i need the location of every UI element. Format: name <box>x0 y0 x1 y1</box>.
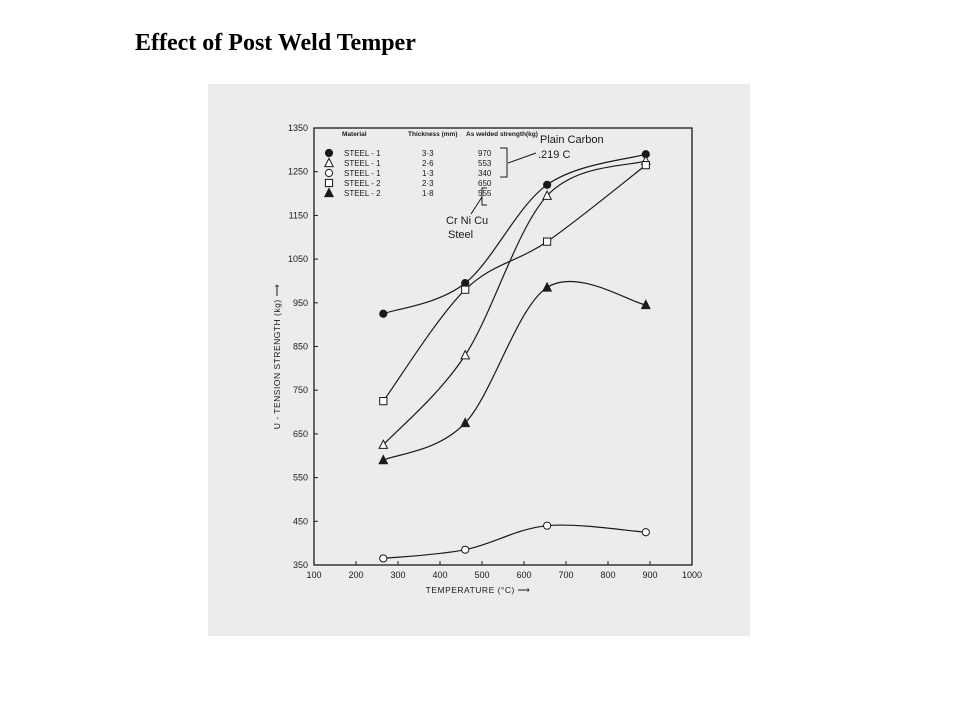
legend-row: STEEL - 1 2·6 553 <box>323 157 492 168</box>
legend-material: STEEL - 1 <box>344 149 381 158</box>
data-point <box>460 349 471 360</box>
legend-marker <box>324 168 334 178</box>
legend-thickness: 2·3 <box>422 179 434 188</box>
x-tick-label: 300 <box>390 570 405 580</box>
slide-title: Effect of Post Weld Temper <box>135 30 416 56</box>
legend-header-strength: As welded strength(kg) <box>466 131 538 138</box>
series-line <box>382 160 646 446</box>
data-point <box>461 285 470 294</box>
data-point <box>640 299 651 310</box>
annotation-leader <box>470 196 483 215</box>
y-tick-label: 450 <box>293 516 308 526</box>
legend-material: STEEL - 2 <box>344 179 381 188</box>
legend-header-material: Material <box>342 131 367 138</box>
data-point <box>461 545 470 554</box>
annotation-leader <box>507 152 537 164</box>
legend-thickness: 1·3 <box>422 169 434 178</box>
y-tick-label: 850 <box>293 342 308 352</box>
x-tick-label: 700 <box>558 570 573 580</box>
legend-marker <box>323 187 335 198</box>
chart-annotations: Plain Carbon .219 C Cr Ni Cu Steel <box>446 134 604 241</box>
legend-thickness: 1·8 <box>422 189 434 198</box>
series-filled-triangle <box>378 281 651 465</box>
y-tick-label: 750 <box>293 385 308 395</box>
series-line <box>383 524 646 560</box>
x-tick-label: 100 <box>306 570 321 580</box>
legend-strength: 340 <box>478 169 492 178</box>
x-tick-label: 200 <box>348 570 363 580</box>
legend-strength: 553 <box>478 159 492 168</box>
annotation-plain-carbon: Plain Carbon <box>540 134 604 146</box>
legend-strength: 555 <box>478 189 492 198</box>
legend-marker <box>323 157 335 168</box>
x-tick-label: 600 <box>516 570 531 580</box>
data-point <box>460 417 471 428</box>
legend-header-thickness: Thickness (mm) <box>408 131 458 138</box>
legend-marker <box>324 178 334 188</box>
data-point <box>542 190 553 200</box>
y-axis-label: U - TENSION STRENGTH (kg) ⟶ <box>272 283 282 429</box>
annotation-cr-ni-cu: Cr Ni Cu <box>446 215 488 227</box>
legend-row: STEEL - 2 1·8 555 <box>323 187 492 198</box>
x-tick-label: 500 <box>474 570 489 580</box>
data-point <box>378 454 389 465</box>
legend-material: STEEL - 1 <box>344 169 381 178</box>
series-filled-circle <box>379 150 650 318</box>
y-tick-label: 1250 <box>288 167 308 177</box>
data-point <box>543 180 552 189</box>
y-tick-label: 550 <box>293 473 308 483</box>
y-tick-label: 1150 <box>289 210 308 220</box>
data-point <box>379 397 388 406</box>
y-tick-label: 1350 <box>288 123 308 133</box>
legend-bracket-cr-ni-cu <box>481 187 487 206</box>
legend-material: STEEL - 2 <box>344 189 381 198</box>
chart-ticks: 100 200 300 400 500 600 700 800 900 1000 350 450 550… <box>288 123 702 580</box>
y-tick-label: 950 <box>293 298 308 308</box>
data-point <box>542 281 553 292</box>
x-tick-label: 800 <box>600 570 615 580</box>
y-tick-label: 350 <box>293 560 308 570</box>
scanned-figure-background <box>208 84 750 636</box>
legend-thickness: 2·6 <box>422 159 434 168</box>
legend-row: STEEL - 2 2·3 650 <box>324 178 492 188</box>
series-open-circle <box>379 521 650 563</box>
x-tick-label: 400 <box>432 570 447 580</box>
series-open-triangle <box>378 155 651 449</box>
data-point <box>641 161 650 170</box>
chart-series <box>378 150 651 563</box>
chart-legend: Material Thickness (mm) As welded strength… <box>323 131 538 206</box>
legend-thickness: 3·3 <box>422 149 434 158</box>
x-tick-label: 1000 <box>682 570 702 580</box>
annotation-plain-carbon-c: .219 C <box>538 149 570 161</box>
data-point <box>641 528 650 537</box>
legend-strength: 650 <box>478 179 492 188</box>
x-axis-label: TEMPERATURE (°C) ⟶ <box>426 585 531 595</box>
y-tick-label: 1050 <box>288 254 308 264</box>
series-line <box>383 153 646 315</box>
series-line <box>382 164 647 402</box>
annotation-steel: Steel <box>448 229 473 241</box>
legend-marker <box>324 148 334 158</box>
series-line <box>383 281 646 461</box>
data-point <box>379 309 388 318</box>
series-open-square <box>379 161 650 406</box>
data-point <box>378 439 389 449</box>
tension-strength-chart: 100 200 300 400 500 600 700 800 900 1000 350 450 550… <box>272 123 702 595</box>
data-point <box>379 554 388 563</box>
legend-strength: 970 <box>478 149 492 158</box>
legend-row: STEEL - 1 3·3 970 <box>324 148 492 158</box>
legend-row: STEEL - 1 1·3 340 <box>324 168 492 178</box>
data-point <box>543 237 552 246</box>
legend-material: STEEL - 1 <box>344 159 381 168</box>
legend-bracket-plain-carbon <box>500 147 508 178</box>
y-tick-label: 650 <box>293 429 308 439</box>
x-tick-label: 900 <box>642 570 657 580</box>
data-point <box>543 521 552 530</box>
